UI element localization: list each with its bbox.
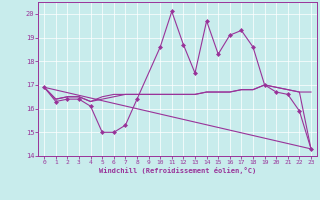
X-axis label: Windchill (Refroidissement éolien,°C): Windchill (Refroidissement éolien,°C) [99, 167, 256, 174]
